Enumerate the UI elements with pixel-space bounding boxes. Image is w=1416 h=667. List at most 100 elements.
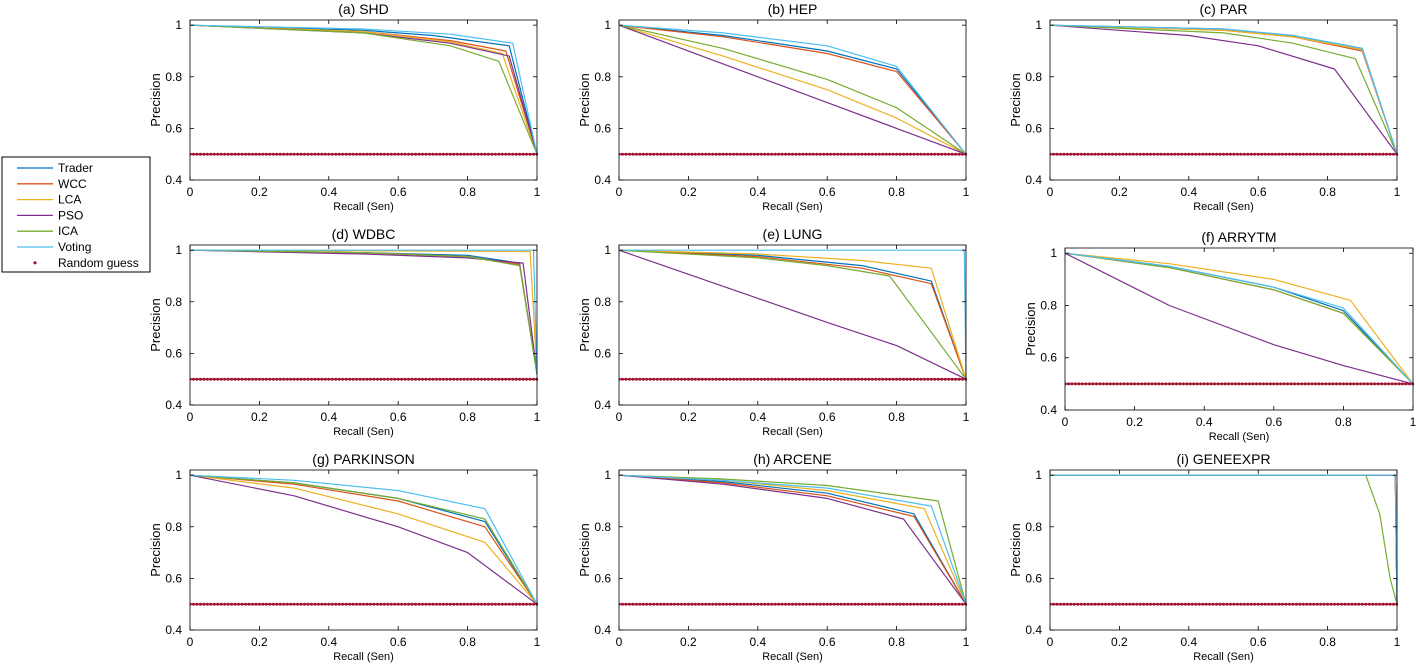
- random-guess-point: [1065, 152, 1069, 156]
- random-guess-point: [268, 602, 272, 606]
- random-guess-point: [867, 602, 871, 606]
- random-guess-point: [655, 377, 659, 381]
- y-tick-label: 0.6: [1025, 121, 1042, 135]
- random-guess-point: [1152, 152, 1156, 156]
- random-guess-point: [891, 602, 895, 606]
- random-guess-point: [268, 152, 272, 156]
- random-guess-point: [341, 152, 345, 156]
- random-guess-point: [1362, 382, 1366, 386]
- random-guess-point: [1293, 382, 1297, 386]
- series-line-ica: [190, 474, 538, 605]
- random-guess-point: [673, 602, 677, 606]
- random-guess-point: [407, 377, 411, 381]
- random-guess-point: [271, 377, 275, 381]
- random-guess-point: [1176, 152, 1180, 156]
- x-tick-label: 0.2: [251, 410, 268, 424]
- random-guess-point: [250, 152, 254, 156]
- random-guess-point: [1066, 382, 1070, 386]
- random-guess-point: [825, 377, 829, 381]
- random-guess-point: [254, 602, 258, 606]
- y-tick-label: 0.8: [594, 295, 611, 309]
- random-guess-point: [888, 377, 892, 381]
- random-guess-point: [1326, 602, 1330, 606]
- random-guess-point: [648, 377, 652, 381]
- random-guess-point: [1110, 152, 1114, 156]
- random-guess-point: [223, 377, 227, 381]
- random-guess-point: [922, 602, 926, 606]
- random-guess-point: [718, 377, 722, 381]
- random-guess-point: [836, 602, 840, 606]
- random-guess-point: [358, 602, 362, 606]
- random-guess-point: [700, 377, 704, 381]
- random-guess-point: [1279, 382, 1283, 386]
- y-tick-label: 1: [604, 18, 611, 32]
- random-guess-point: [874, 377, 878, 381]
- random-guess-point: [1051, 602, 1055, 606]
- random-guess-point: [912, 377, 916, 381]
- x-tick-label: 0.6: [390, 185, 407, 199]
- random-guess-point: [282, 152, 286, 156]
- random-guess-point: [811, 602, 815, 606]
- random-guess-point: [1072, 152, 1076, 156]
- x-tick-label: 0.6: [819, 635, 836, 649]
- random-guess-point: [1339, 602, 1343, 606]
- random-guess-point: [815, 152, 819, 156]
- x-tick-label: 0.6: [819, 410, 836, 424]
- random-guess-point: [627, 152, 631, 156]
- random-guess-point: [763, 377, 767, 381]
- random-guess-point: [1270, 602, 1274, 606]
- random-guess-point: [372, 602, 376, 606]
- random-guess-point: [669, 602, 673, 606]
- random-guess-point: [1324, 382, 1328, 386]
- random-guess-point: [756, 152, 760, 156]
- random-guess-point: [473, 377, 477, 381]
- random-guess-point: [403, 602, 407, 606]
- random-guess-point: [648, 152, 652, 156]
- random-guess-point: [1249, 152, 1253, 156]
- random-guess-point: [445, 602, 449, 606]
- random-guess-point: [1254, 382, 1258, 386]
- random-guess-point: [1308, 152, 1312, 156]
- random-guess-point: [815, 602, 819, 606]
- random-guess-point: [1131, 152, 1135, 156]
- random-guess-point: [226, 602, 230, 606]
- random-guess-point: [511, 602, 515, 606]
- random-guess-point: [648, 602, 652, 606]
- random-guess-point: [787, 152, 791, 156]
- random-guess-point: [1284, 152, 1288, 156]
- random-guess-point: [933, 377, 937, 381]
- random-guess-point: [1294, 602, 1298, 606]
- random-guess-point: [1305, 602, 1309, 606]
- random-guess-point: [863, 152, 867, 156]
- random-guess-point: [205, 377, 209, 381]
- random-guess-point: [320, 377, 324, 381]
- random-guess-point: [1315, 602, 1319, 606]
- random-guess-point: [1392, 152, 1396, 156]
- y-tick-label: 0.6: [594, 346, 611, 360]
- random-guess-point: [313, 377, 317, 381]
- x-tick-label: 0: [616, 635, 623, 649]
- random-guess-point: [947, 602, 951, 606]
- random-guess-point: [386, 152, 390, 156]
- random-guess-point: [1157, 382, 1161, 386]
- random-guess-point: [379, 602, 383, 606]
- x-axis-label: Recall (Sen): [333, 426, 394, 438]
- random-guess-point: [620, 152, 624, 156]
- random-guess-point: [898, 602, 902, 606]
- x-tick-label: 0.2: [1111, 185, 1128, 199]
- random-guess-point: [877, 377, 881, 381]
- random-guess-point: [1329, 602, 1333, 606]
- random-guess-point: [448, 602, 452, 606]
- random-guess-point: [1058, 152, 1062, 156]
- subplot-title: (a) SHD: [338, 1, 389, 17]
- series-line-ica: [619, 474, 967, 605]
- random-guess-point: [1183, 152, 1187, 156]
- random-guess-point: [856, 152, 860, 156]
- random-guess-point: [1357, 152, 1361, 156]
- series-group: [190, 24, 538, 156]
- random-guess-point: [902, 377, 906, 381]
- x-tick-label: 0.6: [819, 185, 836, 199]
- random-guess-point: [853, 602, 857, 606]
- random-guess-point: [410, 602, 414, 606]
- random-guess-point: [420, 602, 424, 606]
